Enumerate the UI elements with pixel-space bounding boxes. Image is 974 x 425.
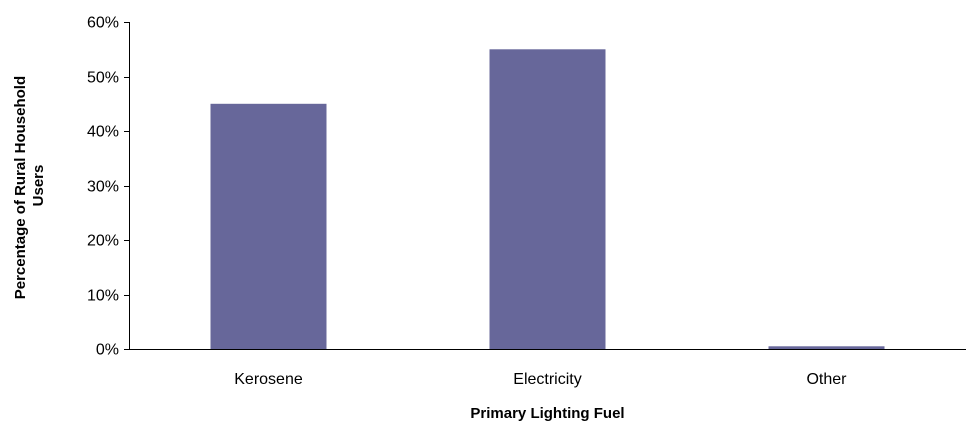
bars [210,49,885,350]
bar-electricity [489,49,606,350]
bar-other [768,346,885,349]
x-axis-ticks: Kerosene Electricity Other [234,371,847,388]
y-tick-label: 50% [87,70,119,87]
y-axis-title: Percentage of Rural Household Users [12,72,47,300]
y-tick-label: 10% [87,288,119,305]
y-axis-title-line-1: Percentage of Rural Household [12,76,29,299]
y-axis-ticks: 0% 10% 20% 30% 40% 50% 60% [87,15,129,359]
y-axis-title-line-2: Users [30,165,47,207]
x-tick-label-kerosene: Kerosene [234,371,303,388]
y-tick-label: 60% [87,15,119,32]
x-tick-label-other: Other [806,371,847,388]
x-tick-label-electricity: Electricity [513,371,581,388]
y-tick-label: 0% [96,342,119,359]
x-axis-title: Primary Lighting Fuel [470,405,624,422]
y-tick-label: 20% [87,233,119,250]
y-tick-label: 30% [87,179,119,196]
bar-kerosene [210,103,327,350]
y-tick-label: 40% [87,124,119,141]
